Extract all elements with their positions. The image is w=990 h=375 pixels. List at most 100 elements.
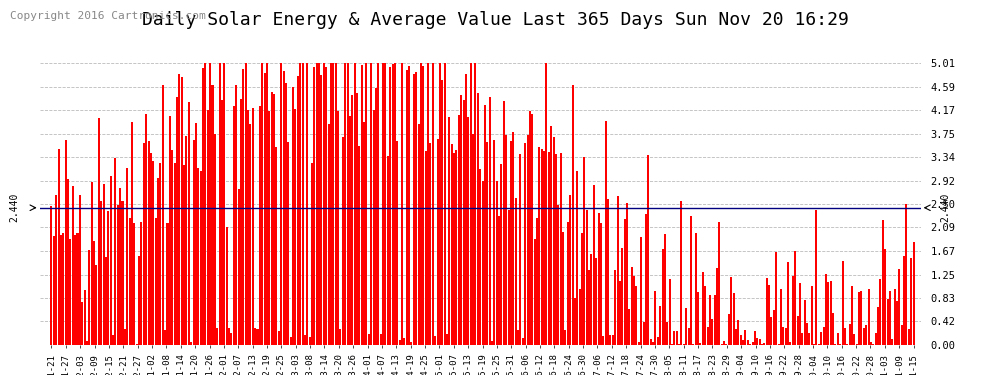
Bar (413, 74, 415, 345)
Bar (508, 210, 510, 345)
Bar (258, 106, 261, 345)
Bar (768, 285, 770, 345)
Bar (285, 83, 287, 345)
Bar (848, 324, 850, 345)
Bar (735, 329, 737, 345)
Bar (195, 123, 197, 345)
Bar (138, 256, 141, 345)
Text: 2.440: 2.440 (10, 193, 20, 222)
Bar (785, 328, 787, 345)
Bar (877, 307, 879, 345)
Bar (420, 63, 422, 345)
Bar (872, 344, 874, 345)
Bar (95, 264, 97, 345)
Bar (309, 337, 311, 345)
Bar (100, 201, 102, 345)
Bar (287, 142, 289, 345)
Bar (673, 331, 675, 345)
Bar (676, 331, 678, 345)
Bar (816, 210, 818, 345)
Bar (583, 157, 585, 345)
Bar (188, 102, 190, 345)
Bar (557, 205, 559, 345)
Bar (491, 341, 493, 345)
Bar (588, 270, 590, 345)
Bar (375, 88, 377, 345)
Bar (292, 87, 294, 345)
Bar (432, 63, 434, 345)
Bar (427, 63, 429, 345)
Bar (462, 100, 464, 345)
Bar (853, 334, 855, 345)
Bar (453, 153, 455, 345)
Bar (467, 117, 469, 345)
Bar (297, 76, 299, 345)
Bar (197, 168, 199, 345)
Bar (842, 261, 843, 345)
Bar (652, 342, 654, 345)
Bar (641, 237, 643, 345)
Bar (858, 292, 860, 345)
Bar (50, 206, 52, 345)
Bar (527, 135, 529, 345)
Bar (348, 117, 350, 345)
Bar (728, 314, 730, 345)
Text: Average  ($): Average ($) (799, 26, 869, 36)
Bar (571, 85, 573, 345)
Bar (233, 106, 235, 345)
Bar (314, 68, 316, 345)
Bar (368, 334, 370, 345)
Bar (901, 325, 903, 345)
Bar (254, 328, 256, 345)
Bar (81, 302, 83, 345)
Bar (896, 301, 898, 345)
Bar (550, 126, 552, 345)
Bar (79, 195, 81, 345)
Bar (141, 222, 143, 345)
Bar (532, 114, 534, 345)
Bar (823, 327, 825, 345)
Bar (335, 63, 337, 345)
Bar (906, 204, 908, 345)
Bar (103, 184, 105, 345)
Bar (384, 63, 386, 345)
Bar (192, 140, 195, 345)
Bar (647, 155, 649, 345)
Bar (236, 86, 238, 345)
Bar (496, 181, 498, 345)
Bar (555, 154, 557, 345)
Bar (270, 92, 272, 345)
Bar (399, 340, 401, 345)
Bar (481, 182, 483, 345)
Bar (164, 330, 166, 345)
Bar (763, 344, 765, 345)
Bar (638, 342, 640, 345)
Bar (590, 254, 592, 345)
Bar (425, 151, 427, 345)
Bar (559, 153, 561, 345)
Bar (358, 146, 360, 345)
Bar (486, 142, 488, 345)
Bar (804, 300, 806, 345)
Bar (564, 330, 566, 345)
Bar (245, 63, 247, 345)
Bar (666, 321, 668, 345)
Bar (910, 258, 912, 345)
Bar (154, 218, 156, 345)
Bar (403, 338, 405, 345)
Bar (605, 121, 607, 345)
Bar (813, 344, 815, 345)
Bar (345, 63, 346, 345)
Bar (636, 286, 638, 345)
Bar (212, 85, 214, 345)
Bar (913, 242, 915, 345)
Bar (544, 151, 545, 345)
Bar (302, 63, 304, 345)
Bar (714, 295, 716, 345)
Bar (256, 329, 258, 345)
Bar (680, 201, 682, 345)
Bar (169, 117, 171, 345)
Bar (356, 93, 358, 345)
Bar (185, 136, 187, 345)
Bar (851, 286, 853, 345)
